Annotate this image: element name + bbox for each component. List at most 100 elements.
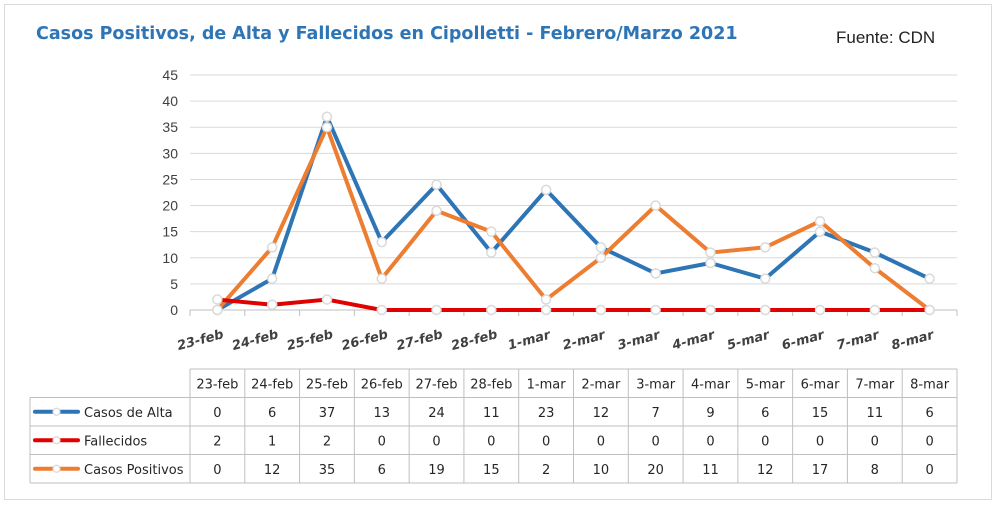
data-point	[212, 304, 223, 316]
table-cell: 0	[378, 434, 386, 449]
table-cell: 0	[597, 434, 605, 449]
table-cell: 1	[268, 434, 276, 449]
data-point	[431, 205, 442, 217]
data-point	[814, 304, 826, 316]
data-point	[814, 215, 826, 227]
table-cell: 0	[432, 434, 440, 449]
data-point	[321, 294, 333, 305]
data-point	[595, 242, 607, 253]
y-tick-label: 10	[162, 250, 178, 266]
table-cell: 12	[757, 463, 774, 478]
table-header-cell: 6-mar	[801, 377, 841, 392]
table-cell: 0	[871, 434, 879, 449]
y-tick-label: 40	[162, 93, 178, 109]
data-point	[869, 262, 881, 274]
series-line	[215, 125, 932, 312]
y-tick-label: 15	[162, 224, 178, 240]
legend-label: Fallecidos	[84, 434, 147, 449]
data-point	[540, 294, 552, 305]
y-axis-ticks: 0 5 10 15 20 25 30 35 40 45	[162, 67, 178, 318]
legend-marker	[52, 464, 61, 473]
legend-marker	[52, 407, 61, 416]
table-cell: 0	[706, 434, 714, 449]
table-cell: 13	[373, 406, 390, 421]
data-point	[595, 252, 607, 264]
data-point	[924, 304, 935, 316]
y-tick-label: 30	[162, 145, 178, 161]
data-point	[924, 273, 935, 284]
table-header-cell: 5-mar	[746, 377, 786, 392]
data-point	[376, 273, 387, 284]
data-point	[540, 304, 552, 316]
legend-label: Casos de Alta	[84, 406, 173, 421]
table-header-cell: 25-feb	[306, 377, 348, 392]
table-cell: 2	[323, 434, 331, 449]
table-header-cell: 1-mar	[527, 377, 567, 392]
data-point	[650, 304, 661, 316]
table-cell: 0	[213, 406, 221, 421]
data-point	[869, 304, 881, 316]
data-point	[650, 200, 661, 211]
table-cell: 20	[647, 463, 664, 478]
table-cell: 7	[652, 406, 660, 421]
data-point	[595, 304, 607, 316]
table-header-cell: 3-mar	[636, 377, 676, 392]
data-point	[705, 247, 716, 258]
y-tick-label: 20	[162, 198, 178, 214]
data-point	[431, 304, 442, 316]
table-cell: 0	[213, 463, 221, 478]
table-cell: 17	[812, 463, 829, 478]
data-point	[486, 226, 497, 237]
table-cell: 2	[213, 434, 221, 449]
data-point	[321, 121, 333, 133]
table-cell: 12	[593, 406, 610, 421]
x-tick-label: 27-feb	[395, 327, 445, 354]
data-point	[540, 184, 552, 196]
x-tick-label: 25-feb	[285, 327, 335, 354]
table-cell: 0	[542, 434, 550, 449]
data-point	[266, 242, 278, 253]
y-tick-label: 45	[162, 67, 178, 83]
x-tick-label: 28-feb	[450, 327, 500, 354]
table-cell: 12	[264, 463, 281, 478]
x-tick-label: 24-feb	[231, 327, 281, 354]
table-cell: 19	[428, 463, 445, 478]
y-tick-label: 0	[170, 302, 178, 318]
x-tick-label: 1-mar	[506, 327, 553, 353]
table-cell: 10	[593, 463, 610, 478]
x-tick-label: 5-mar	[726, 327, 773, 353]
table-cell: 11	[867, 406, 884, 421]
table-header-cell: 27-feb	[416, 377, 458, 392]
table-cell: 9	[706, 406, 714, 421]
x-tick-label: 6-mar	[780, 327, 827, 353]
data-point	[705, 257, 716, 269]
data-point	[486, 247, 497, 258]
data-point	[705, 304, 716, 316]
x-tick-label: 7-mar	[835, 327, 882, 353]
x-tick-label: 8-mar	[890, 327, 937, 353]
legend-label: Casos Positivos	[84, 463, 184, 478]
table-cell: 15	[483, 463, 500, 478]
data-point	[760, 304, 771, 316]
table-cell: 23	[538, 406, 555, 421]
x-tick-label: 3-mar	[616, 327, 663, 353]
table-cell: 11	[702, 463, 719, 478]
chart-title: Casos Positivos, de Alta y Fallecidos en…	[36, 24, 738, 44]
table-cell: 0	[925, 463, 933, 478]
table-cell: 0	[816, 434, 824, 449]
x-axis-ticks: 23-feb 24-feb 25-feb 26-feb 27-feb 28-feb 1-ma…	[176, 327, 937, 354]
table-cell: 6	[378, 463, 386, 478]
table-header-cell: 4-mar	[691, 377, 731, 392]
table-cell: 37	[319, 406, 336, 421]
table-cell: 0	[652, 434, 660, 449]
series-lines	[212, 111, 935, 316]
data-point	[266, 299, 278, 311]
table-cell: 2	[542, 463, 550, 478]
table-header-cell: 24-feb	[251, 377, 293, 392]
table-cell: 11	[483, 406, 500, 421]
y-tick-label: 35	[162, 119, 178, 135]
legend-marker	[52, 436, 61, 445]
table-cell: 6	[925, 406, 933, 421]
y-tick-label: 25	[162, 171, 178, 187]
x-tick-label: 4-mar	[670, 327, 718, 353]
